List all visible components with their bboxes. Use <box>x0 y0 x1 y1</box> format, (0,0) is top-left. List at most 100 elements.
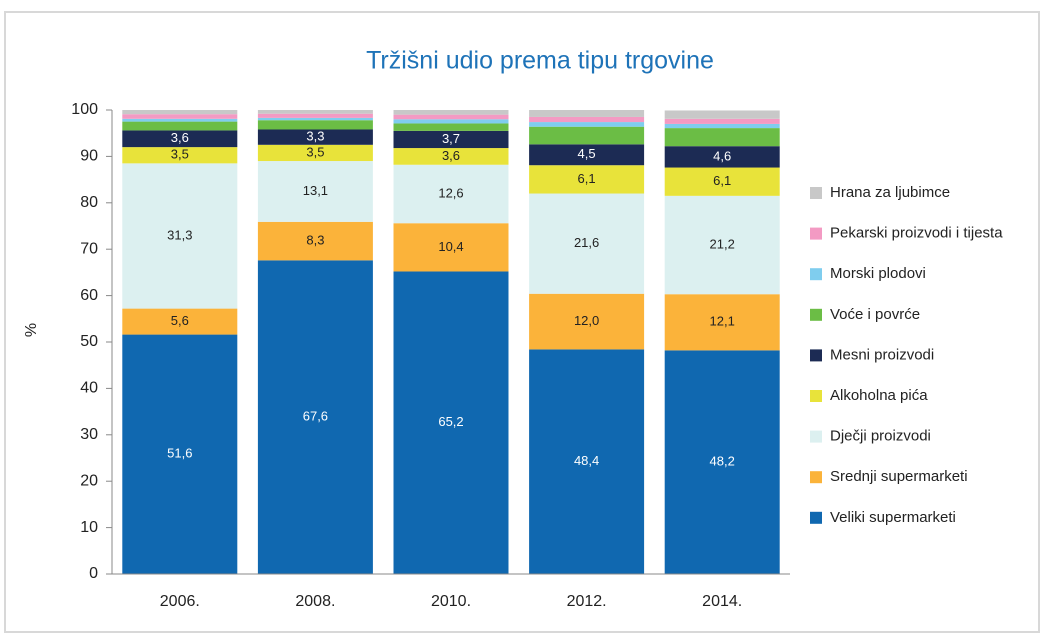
legend-label: Veliki supermarketi <box>830 509 956 526</box>
data-label: 3,6 <box>171 130 189 145</box>
legend-label: Hrana za ljubimce <box>830 184 950 201</box>
chart-title: Tržišni udio prema tipu trgovine <box>366 47 714 75</box>
bar-segment <box>393 164 509 224</box>
legend-label: Srednji supermarketi <box>830 468 968 485</box>
bar-segment <box>257 120 373 130</box>
bar-segment <box>529 349 645 574</box>
y-tick-label: 50 <box>80 333 98 350</box>
bar-segment <box>529 193 645 294</box>
bar-segment <box>664 167 780 196</box>
y-tick-label: 20 <box>80 472 98 489</box>
bar-segment <box>122 114 238 119</box>
data-label: 12,6 <box>438 185 463 200</box>
data-label: 31,3 <box>167 227 192 242</box>
bar-segment <box>529 293 645 350</box>
x-tick-label: 2006. <box>160 593 200 610</box>
data-label: 12,0 <box>574 313 599 328</box>
y-tick-label: 100 <box>71 101 98 118</box>
data-label: 48,4 <box>574 453 599 468</box>
bar-segment <box>257 144 373 162</box>
legend-label: Mesni proizvodi <box>830 346 934 363</box>
legend-label: Morski plodovi <box>830 265 926 282</box>
bar-segment <box>393 271 509 574</box>
bar-segment <box>664 195 780 295</box>
data-label: 3,3 <box>306 129 324 144</box>
bar-segment <box>664 350 780 574</box>
bar-segment <box>393 130 509 149</box>
x-tick-label: 2010. <box>431 593 471 610</box>
bar-segment <box>664 110 780 119</box>
y-tick-label: 40 <box>80 380 98 397</box>
legend-swatch <box>810 471 822 484</box>
bar-segment <box>393 148 509 165</box>
bar-segment <box>122 147 238 164</box>
data-label: 51,6 <box>167 446 192 461</box>
data-label: 4,5 <box>578 146 596 161</box>
bar-segment <box>122 308 238 335</box>
legend-swatch <box>810 268 822 281</box>
data-label: 21,6 <box>574 235 599 250</box>
bar-segment <box>257 117 373 121</box>
bar-segment <box>122 118 238 122</box>
legend-label: Pekarski proizvodi i tijesta <box>830 225 1003 242</box>
bar-segment <box>393 114 509 120</box>
bar-segment <box>664 146 780 168</box>
y-tick-label: 10 <box>80 519 98 536</box>
legend-label: Voće i povrće <box>830 306 920 323</box>
bar-segment <box>122 130 238 148</box>
legend-label: Dječji proizvodi <box>830 428 931 445</box>
bar-segment <box>257 110 373 114</box>
bar-segment <box>257 129 373 145</box>
bar-segment <box>122 121 238 131</box>
bar-segment <box>664 118 780 124</box>
legend-swatch <box>810 349 822 362</box>
y-tick-label: 30 <box>80 426 98 443</box>
legend-swatch <box>810 308 822 321</box>
legend-swatch <box>810 430 822 443</box>
x-tick-label: 2008. <box>295 593 335 610</box>
y-tick-label: 60 <box>80 287 98 304</box>
bar-segment <box>664 128 780 147</box>
bar-segment <box>122 163 238 309</box>
legend-swatch <box>810 227 822 240</box>
bar-segment <box>257 221 373 261</box>
bar-segment <box>122 334 238 574</box>
data-label: 13,1 <box>303 183 328 198</box>
x-tick-label: 2012. <box>567 593 607 610</box>
bar-segment <box>257 113 373 118</box>
data-label: 65,2 <box>438 414 463 429</box>
bar-segment <box>393 223 509 272</box>
data-label: 3,7 <box>442 131 460 146</box>
data-label: 6,1 <box>578 171 596 186</box>
bar-segment <box>664 294 780 351</box>
data-label: 6,1 <box>713 173 731 188</box>
y-tick-label: 80 <box>80 194 98 211</box>
y-tick-label: 70 <box>80 240 98 257</box>
bar-segment <box>393 110 509 115</box>
data-label: 8,3 <box>306 233 324 248</box>
bar-segment <box>122 110 238 115</box>
bar-segment <box>393 123 509 131</box>
legend-swatch <box>810 511 822 524</box>
bar-segment <box>529 144 645 166</box>
data-label: 5,6 <box>171 313 189 328</box>
bar-segment <box>257 161 373 222</box>
x-tick-label: 2014. <box>702 593 742 610</box>
y-axis-label: % <box>23 323 40 337</box>
bar-segment <box>529 165 645 194</box>
data-label: 4,6 <box>713 148 731 163</box>
data-label: 3,5 <box>171 147 189 162</box>
bar-segment <box>257 260 373 574</box>
y-tick-label: 0 <box>89 565 98 582</box>
data-label: 3,6 <box>442 148 460 163</box>
data-label: 12,1 <box>710 314 735 329</box>
data-label: 21,2 <box>710 236 735 251</box>
legend-label: Alkoholna pića <box>830 387 928 404</box>
bar-segment <box>529 116 645 123</box>
data-label: 67,6 <box>303 409 328 424</box>
data-label: 3,5 <box>306 144 324 159</box>
data-label: 10,4 <box>438 239 463 254</box>
data-label: 48,2 <box>710 454 735 469</box>
bar-segment <box>393 119 509 124</box>
